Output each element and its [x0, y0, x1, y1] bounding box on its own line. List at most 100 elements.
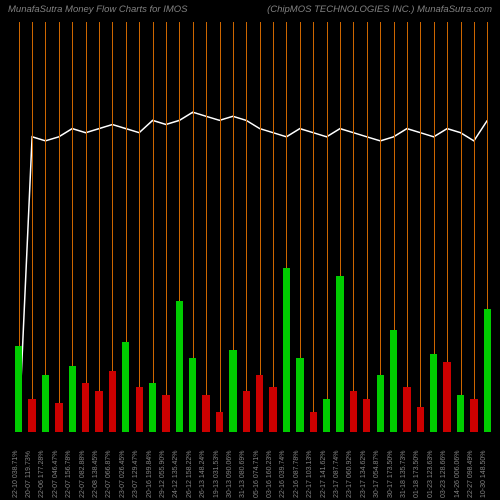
bar — [269, 387, 276, 432]
x-label: 23-17 060.92% — [346, 451, 353, 498]
bar — [189, 358, 196, 432]
bar — [216, 412, 223, 433]
x-label: 01-18 173.50% — [413, 451, 420, 498]
bar — [283, 268, 290, 432]
x-label: 31-18 135.73% — [400, 451, 407, 498]
bar — [457, 395, 464, 432]
bar — [323, 399, 330, 432]
x-label: 22-17 103.13% — [306, 451, 313, 498]
bar — [377, 375, 384, 432]
x-label: 23-07 026.45% — [119, 451, 126, 498]
bar — [403, 387, 410, 432]
gridline — [59, 22, 60, 432]
bar — [229, 350, 236, 432]
bar — [28, 399, 35, 432]
bar — [256, 375, 263, 432]
bar — [443, 362, 450, 432]
gridline — [474, 22, 475, 432]
x-label: 22-10 038.71% — [12, 451, 19, 498]
plot-area — [12, 22, 494, 432]
x-label: 20-07 119.73% — [25, 451, 32, 498]
chart-title: MunafaSutra Money Flow Charts for IMOS (… — [0, 4, 500, 15]
x-label: 22-27 098.49% — [467, 451, 474, 498]
x-label: 22-06 177.28% — [38, 451, 45, 498]
bar — [15, 346, 22, 432]
bar — [202, 395, 209, 432]
gridline — [139, 22, 140, 432]
gridline — [327, 22, 328, 432]
gridline — [461, 22, 462, 432]
gridline — [206, 22, 207, 432]
gridline — [353, 22, 354, 432]
x-label: 29-12 055.90% — [159, 451, 166, 498]
x-label: 31-13 080.69% — [239, 451, 246, 498]
gridline — [220, 22, 221, 432]
bar — [470, 399, 477, 432]
x-label: 20-16 199.84% — [146, 451, 153, 498]
x-label: 24-12 135.42% — [172, 451, 179, 498]
bar — [417, 407, 424, 432]
bar — [430, 354, 437, 432]
bar — [162, 395, 169, 432]
x-axis-labels: 22-10 038.71% 20-07 119.73% 22-06 177.28% 2… — [12, 436, 494, 498]
x-label: 30-17 173.50% — [387, 451, 394, 498]
x-label: 22-16 039.74% — [279, 451, 286, 498]
x-label: 14-26 006.06% — [454, 451, 461, 498]
bar — [243, 391, 250, 432]
bar — [176, 301, 183, 432]
x-label: 22-16 087.78% — [293, 451, 300, 498]
x-label: 26-12 158.22% — [186, 451, 193, 498]
bar — [109, 371, 116, 433]
x-label: 01-23 123.63% — [427, 451, 434, 498]
x-label: 03-16 160.23% — [266, 451, 273, 498]
bar — [149, 383, 156, 432]
gridline — [273, 22, 274, 432]
bar — [363, 399, 370, 432]
bar — [82, 383, 89, 432]
x-label: 22-08 138.45% — [92, 451, 99, 498]
x-label: 22-07 066.87% — [105, 451, 112, 498]
x-label: 23-17 087.74% — [333, 451, 340, 498]
gridline — [86, 22, 87, 432]
x-label: 19-13 031.53% — [213, 451, 220, 498]
bar — [42, 375, 49, 432]
gridline — [380, 22, 381, 432]
gridline — [99, 22, 100, 432]
gridline — [420, 22, 421, 432]
gridline — [407, 22, 408, 432]
bar — [484, 309, 491, 432]
x-label: 03-23 128.66% — [440, 451, 447, 498]
title-right: (ChipMOS TECHNOLOGIES INC.) MunafaSutra.… — [267, 4, 492, 15]
bar — [122, 342, 129, 432]
bar — [95, 391, 102, 432]
x-label: 22-07 082.88% — [79, 451, 86, 498]
bar — [310, 412, 317, 433]
bar — [69, 366, 76, 432]
x-label: 22-07 156.78% — [65, 451, 72, 498]
x-label: 22-17 141.62% — [320, 451, 327, 498]
gridline — [313, 22, 314, 432]
gridline — [367, 22, 368, 432]
x-label: 10-30 148.50% — [480, 451, 487, 498]
x-label: 05-16 074.71% — [253, 451, 260, 498]
x-label: 23-07 129.47% — [132, 451, 139, 498]
bar — [136, 387, 143, 432]
x-label: 30-13 090.06% — [226, 451, 233, 498]
x-label: 22-07 046.47% — [52, 451, 59, 498]
bar — [350, 391, 357, 432]
gridline — [153, 22, 154, 432]
gridline — [32, 22, 33, 432]
x-label: 23-17 134.62% — [360, 451, 367, 498]
bar — [390, 330, 397, 433]
gridline — [260, 22, 261, 432]
gridline — [166, 22, 167, 432]
title-left: MunafaSutra Money Flow Charts for IMOS — [8, 4, 188, 15]
line-series — [12, 22, 494, 432]
bar — [336, 276, 343, 432]
chart-root: MunafaSutra Money Flow Charts for IMOS (… — [0, 0, 500, 500]
x-label: 30-17 054.87% — [373, 451, 380, 498]
x-label: 26-13 148.24% — [199, 451, 206, 498]
bar — [296, 358, 303, 432]
gridline — [45, 22, 46, 432]
gridline — [246, 22, 247, 432]
